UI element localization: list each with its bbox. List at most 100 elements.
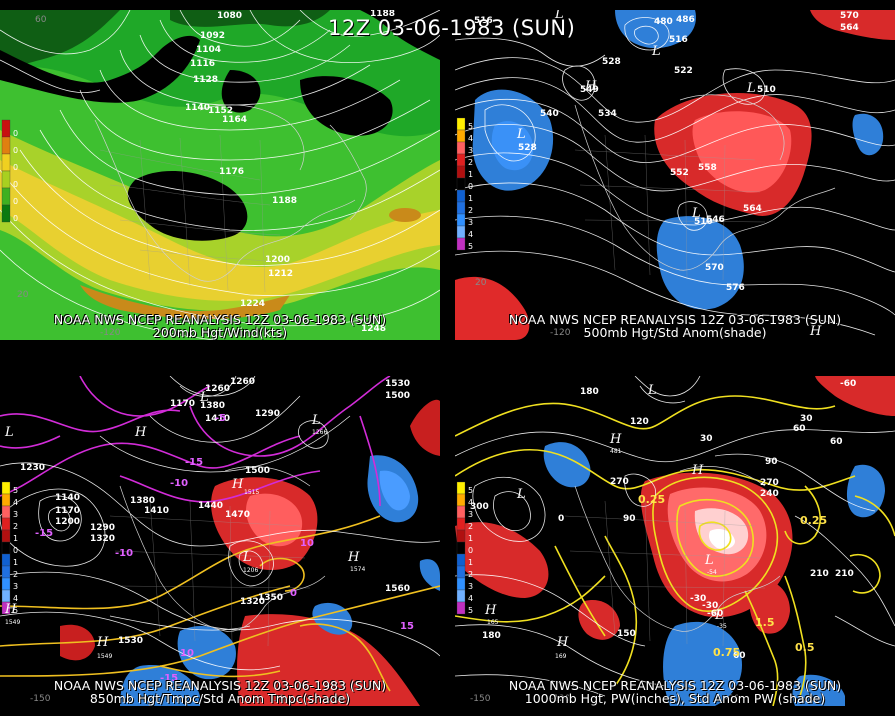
pw-label: 0.25	[800, 514, 827, 527]
contour-label: 1104	[196, 45, 221, 55]
contour-label: 1530	[118, 636, 143, 646]
contour-label: 300	[470, 502, 489, 512]
high-marker: H	[4, 602, 17, 617]
high-marker: H	[691, 463, 704, 478]
colorbar-swatch	[456, 165, 466, 179]
contour-label: 1224	[240, 299, 265, 309]
contour-label: 516	[474, 16, 493, 26]
colorbar-swatch	[456, 553, 466, 567]
colorbar-1000mb: 5 4 3 2 1 0 1 2 3 4 5	[456, 481, 473, 615]
colorbar-swatch	[456, 213, 466, 227]
main-title: 12Z 03-06-1983 (SUN)	[328, 16, 576, 40]
colorbar-label: 4	[13, 498, 18, 507]
caption-500mb: NOAA NWS NCEP REANALYSIS 12Z 03-06-1983 …	[455, 313, 895, 339]
hl-value: 1266	[312, 429, 327, 436]
pw-label: 0.75	[713, 646, 740, 659]
colorbar-swatch	[1, 204, 11, 223]
colorbar-swatch	[1, 553, 11, 567]
contour-label: 1380	[200, 401, 225, 411]
contour-label: 1116	[190, 59, 215, 69]
colorbar-swatch	[1, 517, 11, 531]
contour-label: 558	[698, 163, 717, 173]
contour-label: 1170	[170, 399, 195, 409]
contour-label: 480	[654, 17, 673, 27]
temp-label: 10	[180, 648, 194, 659]
colorbar-swatch	[456, 117, 466, 131]
contour-label: 1560	[385, 584, 410, 594]
colorbar-label: 0	[13, 163, 18, 172]
hl-value: 1206	[243, 567, 258, 574]
hl-value: -54	[707, 569, 717, 576]
temp-labels-850mb: -15 -15 -10 -5 -15 -10 10 15 0 10	[35, 413, 414, 684]
hl-value: 1549	[97, 653, 112, 660]
contour-label: 1440	[198, 501, 223, 511]
colorbar-swatch	[1, 541, 11, 555]
low-marker: L	[199, 390, 209, 405]
contour-label: 549	[580, 85, 599, 95]
low-marker: L	[647, 383, 657, 398]
colorbar-label: 0	[13, 129, 18, 138]
colorbar-swatch	[1, 601, 11, 615]
colorbar-label: 3	[468, 582, 473, 591]
contour-label: 270	[760, 478, 779, 488]
contour-label: 1140	[185, 103, 210, 113]
colorbar-swatch	[456, 565, 466, 579]
caption-line2: 1000mb Hgt, PW(inches), Std Anom PW (sha…	[524, 691, 826, 706]
low-marker: L	[554, 10, 564, 22]
colorbar-label: 5	[13, 486, 18, 495]
hl-value: 1549	[5, 619, 20, 626]
hl-value: 1574	[350, 566, 365, 573]
contour-label: 1164	[222, 115, 247, 125]
colorbar-label: 4	[468, 134, 473, 143]
hl-values-1000mb: 165 169 -54 481 -35	[487, 448, 727, 660]
contour-label: 528	[602, 57, 621, 67]
colorbar-label: 4	[468, 230, 473, 239]
contour-label: 90	[765, 457, 778, 467]
colorbar-label: 2	[13, 522, 18, 531]
contour-label: 528	[518, 143, 537, 153]
contour-label: 516	[669, 35, 688, 45]
colorbar-label: 1	[13, 534, 18, 543]
contour-label: 240	[760, 489, 779, 499]
caption-line2: 850mb Hgt/Tmpc/Std Anom Tmpc(shade)	[89, 691, 351, 706]
high-marker: H	[584, 79, 597, 94]
contour-label: 30	[700, 434, 713, 444]
low-marker: L	[516, 127, 526, 142]
low-marker: L	[691, 206, 701, 221]
contour-label: 90	[623, 514, 636, 524]
high-marker: H	[556, 635, 569, 650]
contour-label: 180	[482, 631, 501, 641]
contour-label: -30	[690, 594, 706, 604]
contour-label: 552	[670, 168, 689, 178]
colorbar-swatch	[456, 577, 466, 591]
colorbar-label: 0	[13, 146, 18, 155]
contour-label: 570	[840, 11, 859, 21]
colorbar-swatch	[456, 505, 466, 519]
contour-label: 1410	[144, 506, 169, 516]
colorbar-label: 2	[468, 158, 473, 167]
colorbar-label: 1	[468, 534, 473, 543]
contour-label: 60	[793, 424, 806, 434]
hl-value: 1515	[244, 489, 259, 496]
colorbar-swatch	[1, 119, 11, 138]
contour-label: -30	[702, 601, 718, 611]
temp-label: 15	[400, 621, 414, 632]
contour-label: 1290	[90, 523, 115, 533]
colorbar-label: 5	[468, 242, 473, 251]
contour-label: 0	[558, 514, 564, 524]
hl-value: 481	[610, 448, 622, 455]
colorbar-label: 1	[468, 194, 473, 203]
contour-label: 1080	[217, 11, 242, 21]
temp-label: -5	[215, 413, 226, 424]
caption-line2: 500mb Hgt/Std Anom(shade)	[583, 325, 767, 340]
caption-line1: NOAA NWS NCEP REANALYSIS 12Z 03-06-1983 …	[508, 312, 842, 327]
contour-label: 486	[676, 15, 695, 25]
axis-label: -150	[470, 694, 491, 704]
contour-label: 1140	[55, 493, 80, 503]
colorbar-label: 1	[13, 558, 18, 567]
colorbar-swatch	[456, 493, 466, 507]
